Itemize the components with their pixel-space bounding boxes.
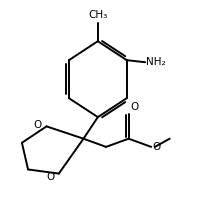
Text: O: O (47, 172, 55, 182)
Text: CH₃: CH₃ (88, 10, 108, 20)
Text: O: O (131, 102, 139, 112)
Text: NH₂: NH₂ (146, 57, 166, 67)
Text: O: O (33, 120, 41, 130)
Text: O: O (152, 142, 161, 152)
